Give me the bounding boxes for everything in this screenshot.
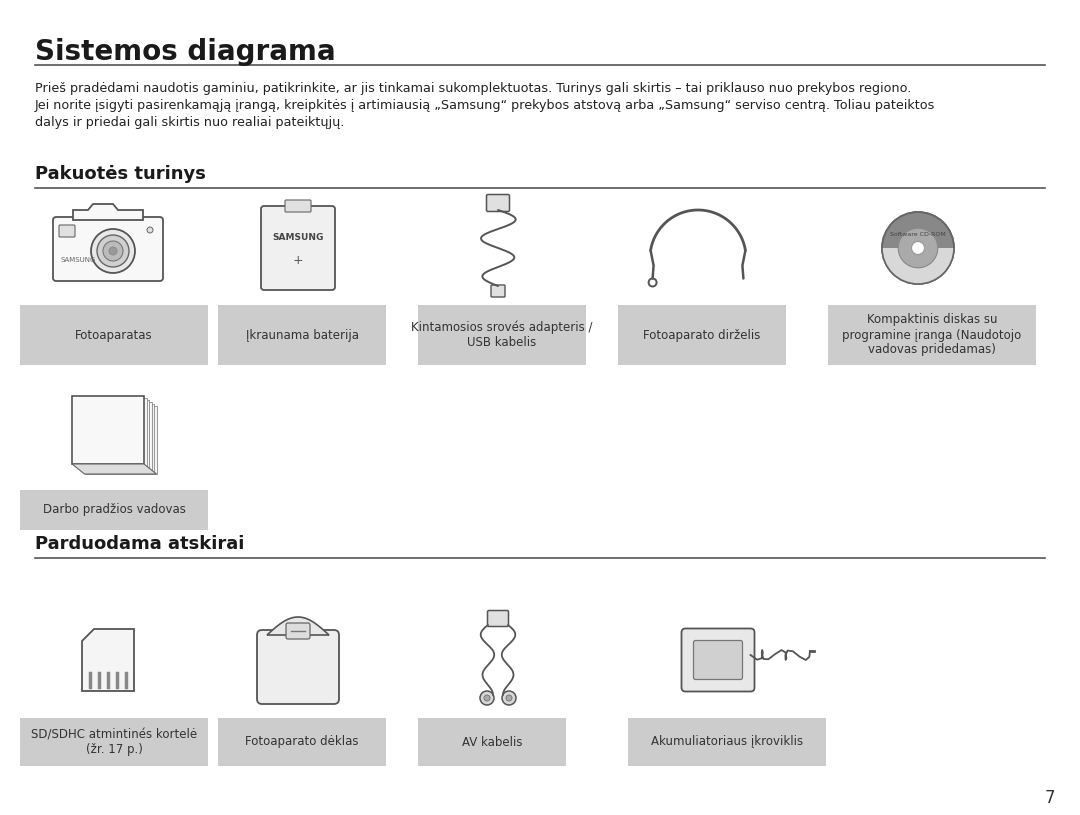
Circle shape (147, 227, 153, 233)
FancyBboxPatch shape (418, 718, 566, 766)
Polygon shape (73, 204, 143, 220)
Circle shape (502, 691, 516, 705)
FancyBboxPatch shape (286, 623, 310, 639)
Text: Pakuotės turinys: Pakuotės turinys (35, 165, 206, 183)
Text: Parduodama atskirai: Parduodama atskirai (35, 535, 244, 553)
Polygon shape (80, 402, 151, 470)
FancyBboxPatch shape (261, 206, 335, 290)
FancyBboxPatch shape (218, 718, 386, 766)
Polygon shape (72, 464, 157, 474)
Polygon shape (82, 629, 134, 691)
Polygon shape (82, 404, 154, 472)
FancyBboxPatch shape (828, 305, 1036, 365)
FancyBboxPatch shape (693, 641, 743, 680)
Text: Akumuliatoriaus įkroviklis: Akumuliatoriaus įkroviklis (651, 735, 804, 748)
Circle shape (484, 695, 490, 701)
FancyBboxPatch shape (618, 305, 786, 365)
Text: Jei norite įsigyti pasirenkamąją įrangą, kreipkitės į artimiausią „Samsung“ prek: Jei norite įsigyti pasirenkamąją įrangą,… (35, 99, 935, 112)
FancyBboxPatch shape (59, 225, 75, 237)
Circle shape (480, 691, 494, 705)
FancyBboxPatch shape (627, 718, 826, 766)
FancyBboxPatch shape (21, 490, 208, 530)
Text: +: + (293, 253, 303, 267)
Text: Įkraunama baterija: Įkraunama baterija (245, 328, 359, 341)
Text: Darbo pradžios vadovas: Darbo pradžios vadovas (42, 504, 186, 517)
Circle shape (91, 229, 135, 273)
Polygon shape (72, 396, 144, 464)
Circle shape (899, 228, 937, 268)
Circle shape (507, 695, 512, 701)
Text: SAMSUNG: SAMSUNG (60, 257, 96, 263)
Text: Sistemos diagrama: Sistemos diagrama (35, 38, 336, 66)
Text: Fotoaparato dirželis: Fotoaparato dirželis (644, 328, 760, 341)
Polygon shape (882, 248, 954, 284)
Circle shape (912, 241, 924, 254)
FancyBboxPatch shape (491, 285, 505, 297)
Circle shape (103, 241, 123, 261)
Text: Kompaktinis diskas su
programine įranga (Naudotojo
vadovas pridedamas): Kompaktinis diskas su programine įranga … (842, 314, 1022, 356)
Text: dalys ir priedai gali skirtis nuo realiai pateiktųjų.: dalys ir priedai gali skirtis nuo realia… (35, 116, 345, 129)
Text: Kintamosios srovés adapteris /
USB kabelis: Kintamosios srovés adapteris / USB kabe… (411, 321, 593, 350)
Circle shape (109, 247, 117, 255)
Text: Fotoaparato dėklas: Fotoaparato dėklas (245, 735, 359, 748)
Text: SAMSUNG: SAMSUNG (272, 234, 324, 243)
FancyBboxPatch shape (218, 305, 386, 365)
FancyBboxPatch shape (487, 610, 509, 627)
Polygon shape (77, 400, 149, 468)
Text: 7: 7 (1044, 789, 1055, 807)
Polygon shape (267, 617, 329, 635)
FancyBboxPatch shape (257, 630, 339, 704)
Polygon shape (75, 398, 147, 466)
FancyBboxPatch shape (21, 305, 208, 365)
Text: Software CD-ROM: Software CD-ROM (890, 231, 946, 236)
Polygon shape (84, 406, 157, 474)
Text: SD/SDHC atmintinés kortelė
(žr. 17 p.): SD/SDHC atmintinés kortelė (žr. 17 p.) (31, 728, 197, 756)
Text: Fotoaparatas: Fotoaparatas (76, 328, 152, 341)
Text: Prieš pradėdami naudotis gaminiu, patikrinkite, ar jis tinkamai sukomplektuotas.: Prieš pradėdami naudotis gaminiu, patikr… (35, 82, 912, 95)
FancyBboxPatch shape (486, 195, 510, 212)
Text: AV kabelis: AV kabelis (462, 735, 523, 748)
FancyBboxPatch shape (418, 305, 586, 365)
FancyBboxPatch shape (53, 217, 163, 281)
Circle shape (97, 235, 129, 267)
FancyBboxPatch shape (681, 628, 755, 691)
FancyBboxPatch shape (21, 718, 208, 766)
Circle shape (882, 212, 954, 284)
FancyBboxPatch shape (285, 200, 311, 212)
